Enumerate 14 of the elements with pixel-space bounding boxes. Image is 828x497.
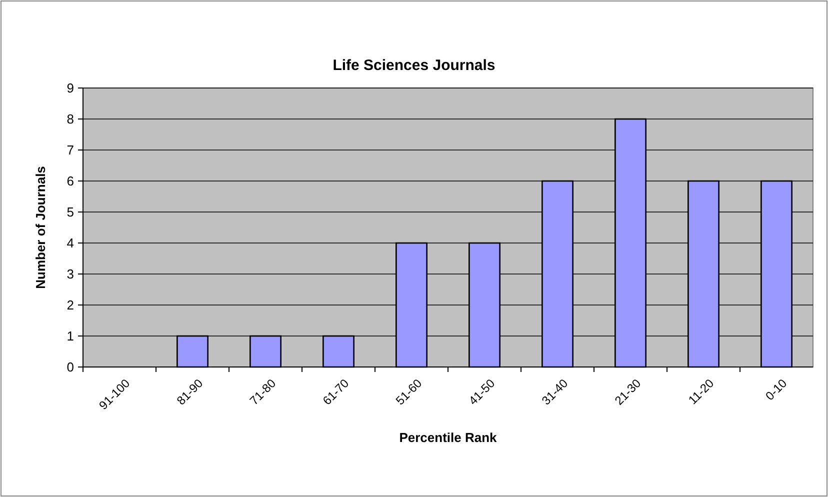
y-axis-title: Number of Journals — [33, 166, 48, 289]
x-tick-label: 0-10 — [762, 376, 790, 404]
y-tick-label: 6 — [66, 174, 74, 189]
y-tick-label: 5 — [66, 204, 74, 220]
y-tick-label: 1 — [66, 328, 74, 344]
x-axis-title: Percentile Rank — [399, 430, 498, 445]
y-tick-label: 2 — [66, 298, 74, 313]
y-tick-label: 9 — [66, 80, 74, 96]
y-tick-label: 3 — [66, 266, 74, 282]
y-tick-label: 7 — [66, 142, 74, 158]
y-tick-label: 4 — [66, 236, 74, 251]
chart-title: Life Sciences Journals — [332, 57, 496, 74]
y-tick-label: 8 — [66, 112, 74, 127]
y-tick-label: 0 — [66, 360, 74, 375]
